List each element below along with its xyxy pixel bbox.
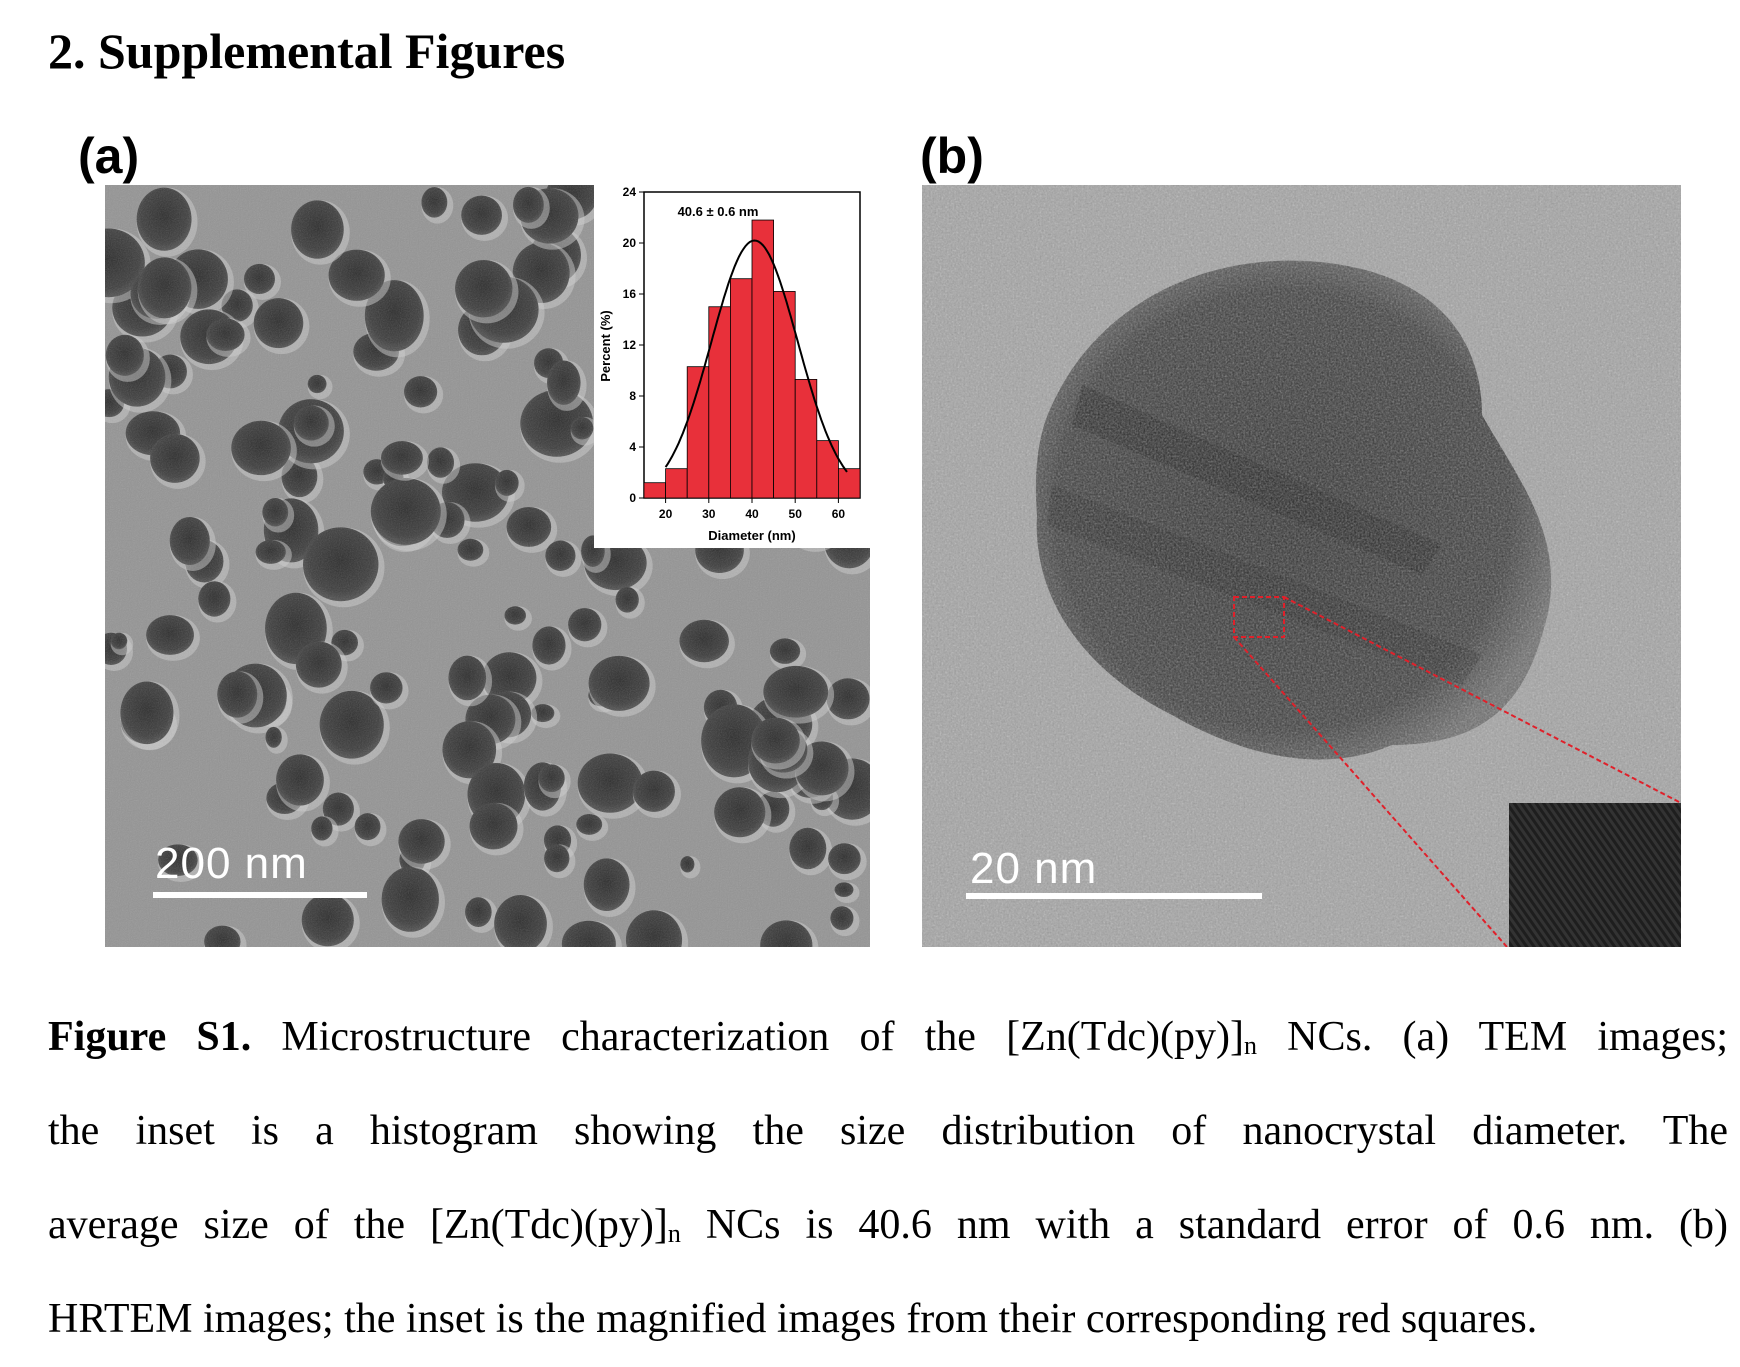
panel-label-b: (b) <box>920 128 984 184</box>
caption-label: Figure S1. <box>48 1014 252 1060</box>
y-tick-label: 0 <box>629 491 636 505</box>
x-tick-label: 40 <box>745 507 759 521</box>
histogram-bar <box>794 379 818 499</box>
caption-line-1: Figure S1. Microstructure characterizati… <box>48 1014 1728 1060</box>
y-tick-label: 16 <box>623 287 637 301</box>
histogram-bar <box>751 219 775 499</box>
y-tick-label: 24 <box>623 185 637 199</box>
x-tick-label: 30 <box>702 507 716 521</box>
histogram-bar <box>643 482 667 499</box>
y-tick-label: 8 <box>629 389 636 403</box>
gaussian-fit-curve <box>664 239 848 473</box>
y-tick-label: 12 <box>623 338 637 352</box>
histogram-bar <box>816 440 839 499</box>
histogram-bar <box>665 468 688 499</box>
hrtem-image-b: 20 nm <box>922 185 1681 947</box>
scale-bar-label-b: 20 nm <box>970 844 1098 893</box>
x-tick-label: 60 <box>832 507 846 521</box>
histogram-bar <box>837 468 861 499</box>
selection-box <box>1233 596 1285 638</box>
magnified-inset <box>1509 803 1681 947</box>
histogram-bar <box>729 278 753 499</box>
x-tick-label: 50 <box>789 507 803 521</box>
y-tick-label: 20 <box>623 236 637 250</box>
scale-bar-b <box>966 893 1262 899</box>
histogram-title: 40.6 ± 0.6 nm <box>678 204 759 219</box>
section-title: 2. Supplemental Figures <box>48 23 566 79</box>
scale-bar-label-a: 200 nm <box>155 839 308 888</box>
scale-bar-a <box>153 892 367 898</box>
caption-line-2: the inset is a histogram showing the siz… <box>48 1108 1728 1154</box>
histogram-x-label: Diameter (nm) <box>708 528 795 543</box>
panel-label-a: (a) <box>78 128 140 184</box>
size-histogram-inset: 20 30 40 50 60 0 4 8 12 16 20 24 40.6 ± 0.6 nm Diam… <box>594 184 870 548</box>
hrtem-particle <box>922 185 1681 947</box>
histogram-bar <box>708 306 731 499</box>
x-tick-label: 20 <box>659 507 673 521</box>
caption-line-3: average size of the [Zn(Tdc)(py)]n NCs i… <box>48 1202 1729 1248</box>
figure-caption: Figure S1. Microstructure characterizati… <box>48 990 1728 1366</box>
y-tick-label: 4 <box>629 440 636 454</box>
caption-line-4: HRTEM images; the inset is the magnified… <box>48 1296 1538 1342</box>
histogram-chart: 20 30 40 50 60 0 4 8 12 16 20 24 40.6 ± 0.6 nm Diam… <box>598 185 861 543</box>
histogram-y-label: Percent (%) <box>598 310 613 382</box>
